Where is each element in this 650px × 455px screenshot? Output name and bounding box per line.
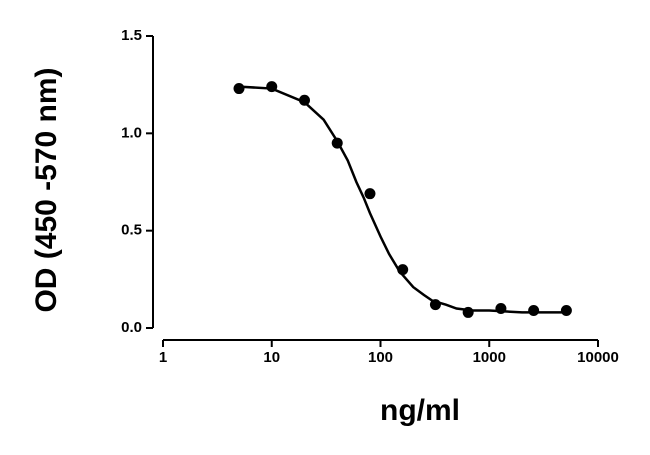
data-point [528,304,540,316]
data-point [560,304,572,316]
data-point [397,264,409,276]
data-point [364,188,376,200]
data-point [233,83,245,95]
y-tick-label: 1.0 [121,124,142,141]
data-point [298,94,310,106]
y-tick-label: 0.5 [121,222,142,239]
x-tick-label: 10000 [577,349,619,366]
y-tick-label: 1.5 [121,27,142,44]
x-tick-label: 1000 [473,349,506,366]
x-tick-label: 1 [159,349,167,366]
x-tick-label: 100 [368,349,393,366]
data-point [462,306,474,318]
data-point [266,81,278,93]
data-point [429,299,441,311]
x-axis-label: ng/ml [380,394,460,427]
y-axis-label: OD (450 -570 nm) [30,67,63,312]
x-tick-label: 10 [263,349,280,366]
data-point [495,303,507,315]
data-point [331,137,343,149]
fit-curve [238,85,567,314]
y-tick-label: 0.0 [121,319,142,336]
